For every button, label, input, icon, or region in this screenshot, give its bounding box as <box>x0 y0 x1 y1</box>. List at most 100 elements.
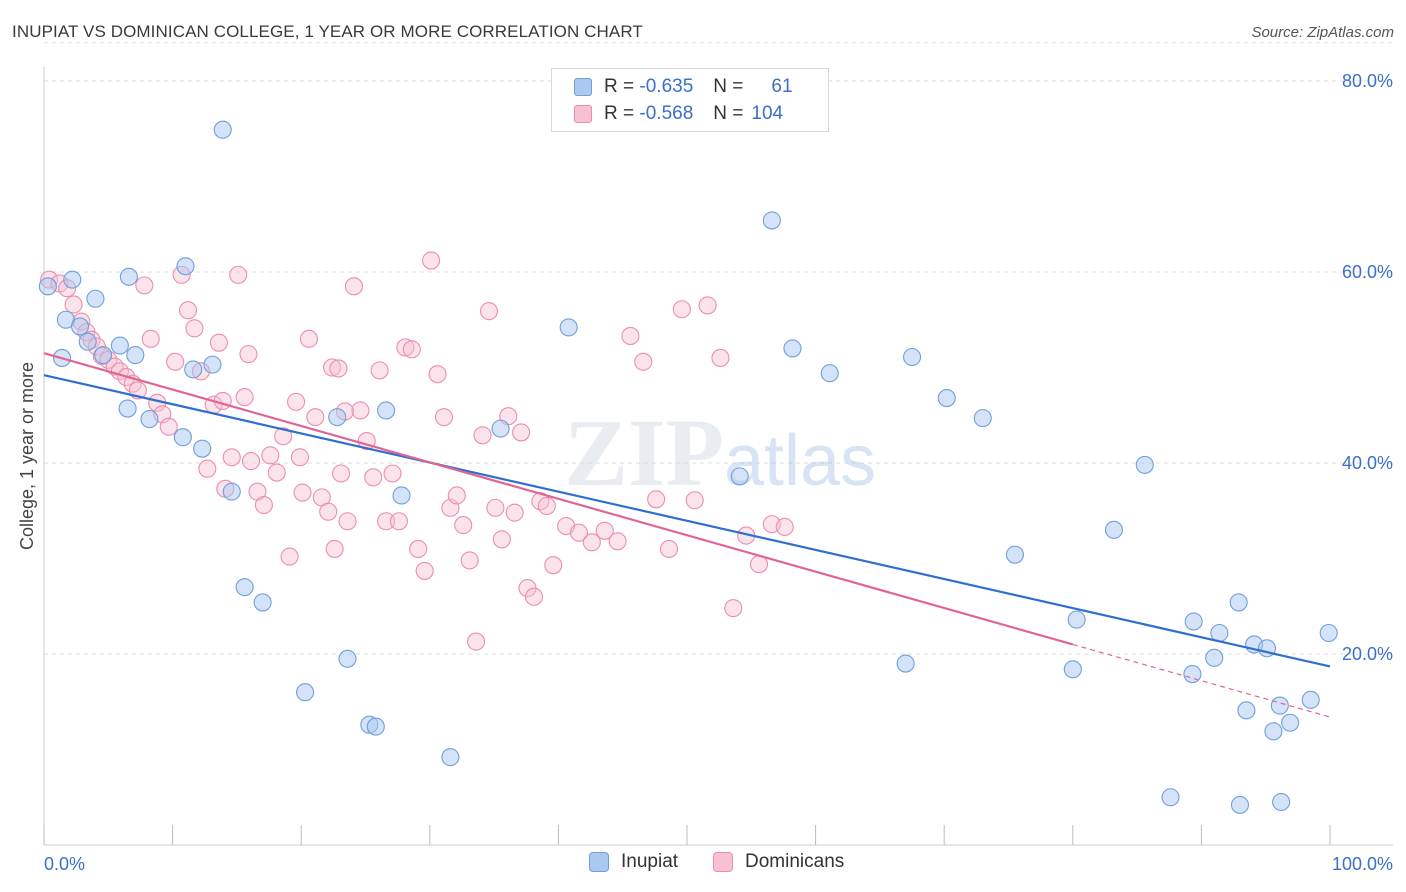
inupiat-point <box>1063 660 1082 679</box>
dominicans-point <box>711 348 730 368</box>
dominicans-point <box>235 388 254 407</box>
inupiat-point <box>820 364 839 383</box>
y-tick-label: 60.0% <box>1342 262 1393 282</box>
dominicans-point <box>454 516 473 535</box>
y-tick-labels: 20.0% 40.0% 60.0% 80.0% <box>1342 71 1393 664</box>
page-title: INUPIAT VS DOMINICAN COLLEGE, 1 YEAR OR … <box>12 22 643 41</box>
inupiat-point <box>1205 648 1224 667</box>
inupiat-trend-line <box>43 374 1331 668</box>
dominicans-point <box>698 296 717 315</box>
dominicans-point <box>254 495 273 515</box>
inupiat-point <box>38 277 57 296</box>
dominicans-point <box>267 463 286 482</box>
source-note: Source: ZipAtlas.com <box>1251 24 1394 41</box>
inupiat-swatch <box>574 78 592 96</box>
inupiat-point <box>118 399 137 418</box>
dominicans-point <box>222 448 241 467</box>
inupiat-point <box>70 317 90 336</box>
dominicans-point <box>329 359 348 378</box>
watermark-atlas: atlas <box>724 421 876 501</box>
dominicans-point <box>239 345 258 364</box>
inupiat-point <box>973 409 992 428</box>
dominicans-point <box>582 533 601 552</box>
watermark-zip: ZIP <box>564 399 724 506</box>
dominicans-point <box>135 276 154 295</box>
dominicans-point <box>544 556 563 575</box>
inupiat-point <box>222 482 241 501</box>
inupiat-point <box>392 486 411 505</box>
dominicans-point <box>486 498 505 517</box>
dominicans-point <box>505 503 524 522</box>
dominicans-point <box>434 408 453 427</box>
inupiat-point <box>1135 455 1154 474</box>
inupiat-points <box>38 120 1338 814</box>
dominicans-point <box>185 319 204 338</box>
dominicans-point <box>479 302 499 321</box>
dominicans-point <box>537 496 556 516</box>
legend-row-dominicans: R = -0.568 N = 104 <box>574 102 783 126</box>
dominicans-point <box>621 326 640 346</box>
dominicans-point <box>402 340 421 359</box>
legend-n-value: 61 <box>771 76 793 97</box>
inupiat-point <box>193 439 212 458</box>
dominicans-point <box>422 251 441 270</box>
dominicans-trend-extension <box>1072 643 1331 718</box>
x-tick-label: 0.0% <box>44 854 85 874</box>
axes <box>43 67 1393 846</box>
inupiat-point <box>937 389 956 408</box>
x-tick-labels: 0.0% 100.0% <box>44 854 1393 874</box>
inupiat-point <box>203 355 222 374</box>
dominicans-point <box>492 530 511 549</box>
inupiat-point <box>1264 722 1283 741</box>
inupiat-point <box>235 578 254 597</box>
inupiat-point <box>176 257 195 276</box>
stats-legend: R = -0.635 N = 61 R = -0.568 N = 104 <box>551 68 829 132</box>
inupiat-point <box>328 408 347 427</box>
dominicans-point <box>724 599 743 618</box>
bottom-legend-dominicans: Dominicans <box>713 851 844 873</box>
inupiat-point <box>1067 610 1086 629</box>
inupiat-point <box>184 360 203 379</box>
inupiat-point <box>377 401 396 420</box>
inupiat-point <box>783 339 802 358</box>
inupiat-point <box>1005 545 1024 564</box>
dominicans-point <box>415 561 434 580</box>
dominicans-point <box>105 357 124 376</box>
inupiat-point <box>1184 612 1203 631</box>
dominicans-point <box>512 423 531 442</box>
dominicans-point <box>213 391 232 410</box>
inupiat-point <box>1281 713 1300 732</box>
dominicans-point <box>325 539 344 559</box>
inupiat-point <box>296 683 315 702</box>
y-tick-label: 20.0% <box>1342 644 1393 664</box>
dominicans-point <box>351 401 370 420</box>
dominicans-point <box>344 277 363 296</box>
inupiat-point <box>1229 593 1248 612</box>
dominicans-point <box>460 551 479 570</box>
dominicans-point <box>569 523 589 542</box>
dominicans-point <box>396 338 415 357</box>
dominicans-point <box>685 491 704 510</box>
dominicans-point <box>672 300 691 319</box>
inupiat-point <box>140 410 159 429</box>
legend-n-label: N = <box>713 76 744 97</box>
bottom-legend-inupiat: Inupiat <box>589 851 678 873</box>
inupiat-point <box>1161 788 1180 807</box>
dominicans-point <box>198 459 217 478</box>
inupiat-point <box>1230 795 1250 814</box>
dominicans-swatch <box>574 105 592 123</box>
y-tick-label: 80.0% <box>1342 71 1393 91</box>
dominicans-point <box>338 512 357 531</box>
inupiat-point <box>1301 690 1320 709</box>
dominicans-trend-line <box>43 352 1074 646</box>
inupiat-point <box>78 332 97 351</box>
dominicans-point <box>775 517 794 537</box>
dominicans-point <box>467 632 486 651</box>
dominicans-point <box>634 352 653 371</box>
y-tick-label: 40.0% <box>1342 453 1393 473</box>
dominicans-point <box>261 446 280 465</box>
dominicans-point <box>290 448 309 467</box>
dominicans-point <box>383 464 402 483</box>
dominicans-point <box>319 502 338 521</box>
x-tick-label: 100.0% <box>1332 854 1393 874</box>
